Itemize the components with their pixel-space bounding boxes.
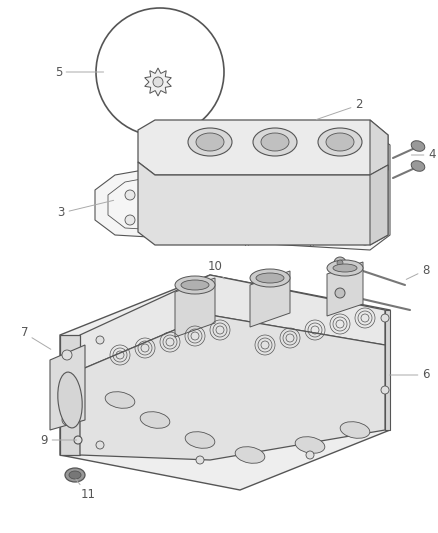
Circle shape [96, 441, 104, 449]
Polygon shape [60, 335, 80, 455]
Ellipse shape [411, 161, 425, 171]
Polygon shape [327, 262, 363, 316]
Polygon shape [138, 120, 388, 175]
Polygon shape [60, 275, 390, 490]
Ellipse shape [327, 260, 363, 276]
Circle shape [96, 8, 224, 136]
Polygon shape [50, 345, 85, 430]
Polygon shape [95, 130, 390, 250]
Polygon shape [175, 278, 215, 337]
Ellipse shape [69, 471, 81, 479]
Polygon shape [145, 68, 171, 96]
Text: 9: 9 [40, 433, 77, 447]
Circle shape [74, 436, 82, 444]
Text: 5: 5 [55, 66, 104, 78]
Polygon shape [250, 271, 290, 327]
Circle shape [337, 260, 343, 266]
Polygon shape [80, 275, 385, 370]
Ellipse shape [65, 468, 85, 482]
Text: 7: 7 [21, 327, 51, 349]
Polygon shape [385, 310, 390, 430]
Ellipse shape [175, 276, 215, 294]
Circle shape [381, 314, 389, 322]
Ellipse shape [318, 128, 362, 156]
Text: 2: 2 [316, 99, 363, 119]
Circle shape [62, 415, 72, 425]
Ellipse shape [140, 411, 170, 429]
Circle shape [62, 385, 72, 395]
Text: 6: 6 [389, 368, 430, 382]
Polygon shape [80, 315, 385, 460]
Ellipse shape [250, 269, 290, 287]
Ellipse shape [333, 264, 357, 272]
Circle shape [306, 451, 314, 459]
Ellipse shape [235, 447, 265, 463]
Ellipse shape [181, 280, 209, 290]
Ellipse shape [188, 128, 232, 156]
Circle shape [360, 145, 370, 155]
Ellipse shape [58, 372, 82, 428]
Polygon shape [370, 165, 388, 245]
Ellipse shape [411, 141, 425, 151]
Ellipse shape [295, 437, 325, 453]
Text: 11: 11 [76, 479, 95, 502]
Polygon shape [370, 120, 388, 175]
Circle shape [360, 235, 370, 245]
Circle shape [335, 288, 345, 298]
Ellipse shape [105, 392, 135, 408]
Text: 10: 10 [208, 261, 224, 279]
Polygon shape [138, 162, 388, 245]
Circle shape [334, 257, 346, 269]
Ellipse shape [196, 133, 224, 151]
Ellipse shape [253, 128, 297, 156]
Ellipse shape [256, 273, 284, 283]
Circle shape [62, 350, 72, 360]
Circle shape [96, 336, 104, 344]
Circle shape [125, 215, 135, 225]
Text: 4: 4 [411, 149, 435, 161]
Circle shape [153, 77, 163, 87]
Text: 8: 8 [406, 263, 429, 279]
Circle shape [125, 190, 135, 200]
Circle shape [381, 386, 389, 394]
Circle shape [196, 456, 204, 464]
Ellipse shape [185, 432, 215, 448]
Text: 3: 3 [58, 200, 113, 220]
Ellipse shape [261, 133, 289, 151]
Ellipse shape [326, 133, 354, 151]
Ellipse shape [340, 422, 370, 438]
